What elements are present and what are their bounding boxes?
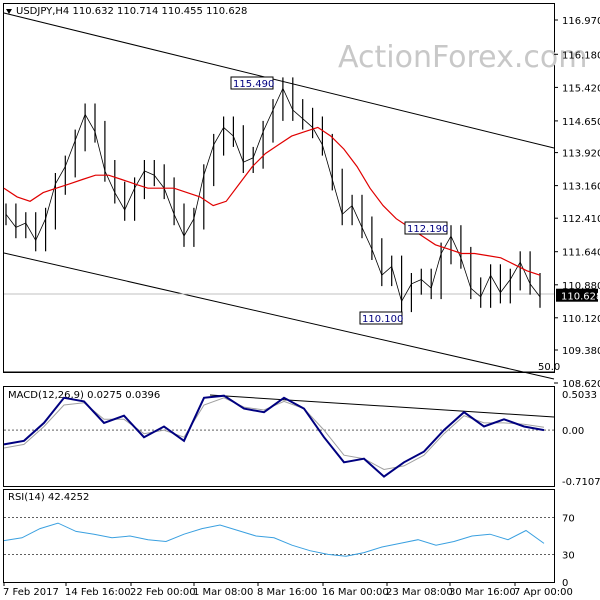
rsi-y-tick-label: 30	[562, 550, 575, 561]
x-tick-label: 8 Mar 16:00	[257, 587, 317, 598]
x-tick-label: 7 Feb 2017	[3, 587, 59, 598]
rsi-line	[3, 522, 545, 557]
price-annotation-label: 110.100	[362, 314, 403, 325]
price-y-tick-label: 116.180	[562, 50, 600, 61]
price-y-tick-label: 110.880	[562, 281, 600, 292]
last-price-label: 110.628	[561, 292, 600, 303]
channel-lower-line	[3, 252, 555, 380]
price-y-tick-label: 115.420	[562, 83, 600, 94]
fib-50-label: 50.0	[538, 362, 560, 373]
price-series	[3, 77, 541, 313]
rsi-header: RSI(14) 42.4252	[8, 492, 89, 503]
macd-y-tick-label: -0.7107	[562, 477, 600, 488]
price-y-tick-label: 111.640	[562, 248, 600, 259]
rsi-y-tick-label: 70	[562, 514, 575, 525]
annotations: 115.490 112.190 110.100 50.0	[230, 76, 560, 373]
x-tick-label: 22 Feb 00:00	[130, 587, 196, 598]
price-y-tick-label: 113.160	[562, 182, 600, 193]
channel-upper-line	[3, 12, 555, 149]
price-annotation-box	[359, 311, 403, 325]
x-tick-label: 1 Mar 08:00	[193, 587, 253, 598]
price-y-tick-label: 108.620	[562, 379, 600, 390]
price-header: USDJPY,H4 110.632 110.714 110.455 110.62…	[16, 6, 247, 17]
rsi-panel-frame	[3, 489, 555, 583]
x-tick-label: 30 Mar 16:00	[449, 587, 516, 598]
triangle-down-icon	[6, 9, 12, 14]
price-close-line	[5, 87, 541, 303]
macd-line	[3, 394, 545, 478]
x-tick-label: 16 Mar 00:00	[322, 587, 389, 598]
price-y-tick-label: 114.650	[562, 117, 600, 128]
rsi-y-tick-label: 0	[562, 578, 568, 589]
x-tick-label: 7 Apr 00:00	[514, 587, 573, 598]
price-y-tick-label: 110.120	[562, 314, 600, 325]
rsi-series	[3, 517, 554, 557]
macd-y-tick-label: 0.5033	[562, 390, 597, 401]
channel-lines	[3, 12, 555, 380]
macd-trend-line	[209, 394, 555, 418]
macd-y-tick-label: 0.00	[562, 426, 584, 437]
macd-signal-line	[3, 397, 545, 471]
price-y-tick-label: 113.920	[562, 149, 600, 160]
x-tick-label: 14 Feb 16:00	[65, 587, 131, 598]
watermark: ActionForex.com	[338, 40, 587, 75]
price-annotation-label: 115.490	[233, 79, 274, 90]
macd-series	[3, 394, 555, 478]
price-y-tick-label: 109.380	[562, 346, 600, 357]
macd-header: MACD(12,26,9) 0.0275 0.0396	[8, 390, 160, 401]
price-annotation-label: 112.190	[407, 224, 448, 235]
moving-average-line	[3, 126, 541, 276]
price-y-tick-label: 116.970	[562, 16, 600, 27]
price-annotation-box	[230, 76, 274, 90]
price-annotation-box	[404, 221, 448, 235]
macd-panel-frame	[3, 386, 555, 487]
last-price-box	[556, 288, 598, 302]
axes: 116.970 116.180 115.420 114.650 113.920 113.1…	[3, 16, 600, 598]
price-y-tick-label: 112.410	[562, 214, 600, 225]
x-tick-label: 23 Mar 08:00	[386, 587, 453, 598]
